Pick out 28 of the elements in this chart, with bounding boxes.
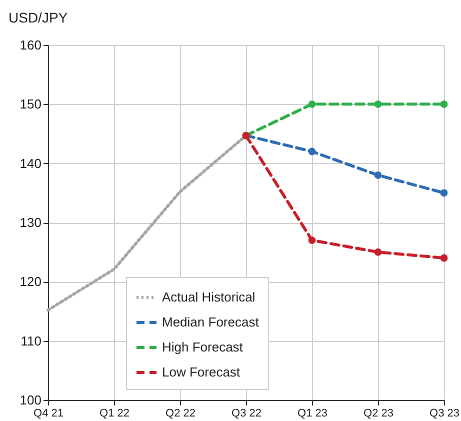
y-tick-label: 110	[20, 333, 42, 348]
x-tick-label: Q1 23	[298, 408, 328, 420]
y-tick-label: 130	[20, 215, 42, 230]
x-tick-label: Q1 22	[100, 408, 130, 420]
legend-label: Actual Historical	[162, 290, 256, 304]
y-tick-label: 120	[20, 274, 42, 290]
point	[374, 171, 382, 179]
legend-label: Low Forecast	[162, 364, 240, 380]
point	[440, 254, 448, 262]
x-tick-label: Q2 22	[166, 408, 196, 420]
x-tick-label: Q3 23	[430, 408, 460, 420]
x-tick-label: Q3 22	[232, 408, 262, 420]
point	[308, 100, 316, 108]
point	[374, 248, 382, 256]
y-tick-label: 140	[20, 156, 42, 171]
point	[440, 189, 448, 197]
y-tick-label: 160	[20, 38, 42, 52]
y-axis-title: USD/JPY	[8, 10, 68, 26]
point	[440, 100, 448, 108]
point	[308, 148, 316, 156]
y-tick-label: 150	[20, 96, 42, 112]
x-tick-label: Q4 21	[34, 408, 64, 420]
legend-label: Median Forecast	[162, 314, 260, 330]
y-tick-label: 100	[20, 392, 42, 408]
point	[374, 100, 382, 108]
point	[308, 236, 316, 244]
legend-label: High Forecast	[162, 340, 244, 354]
x-tick-label: Q2 23	[364, 408, 394, 420]
